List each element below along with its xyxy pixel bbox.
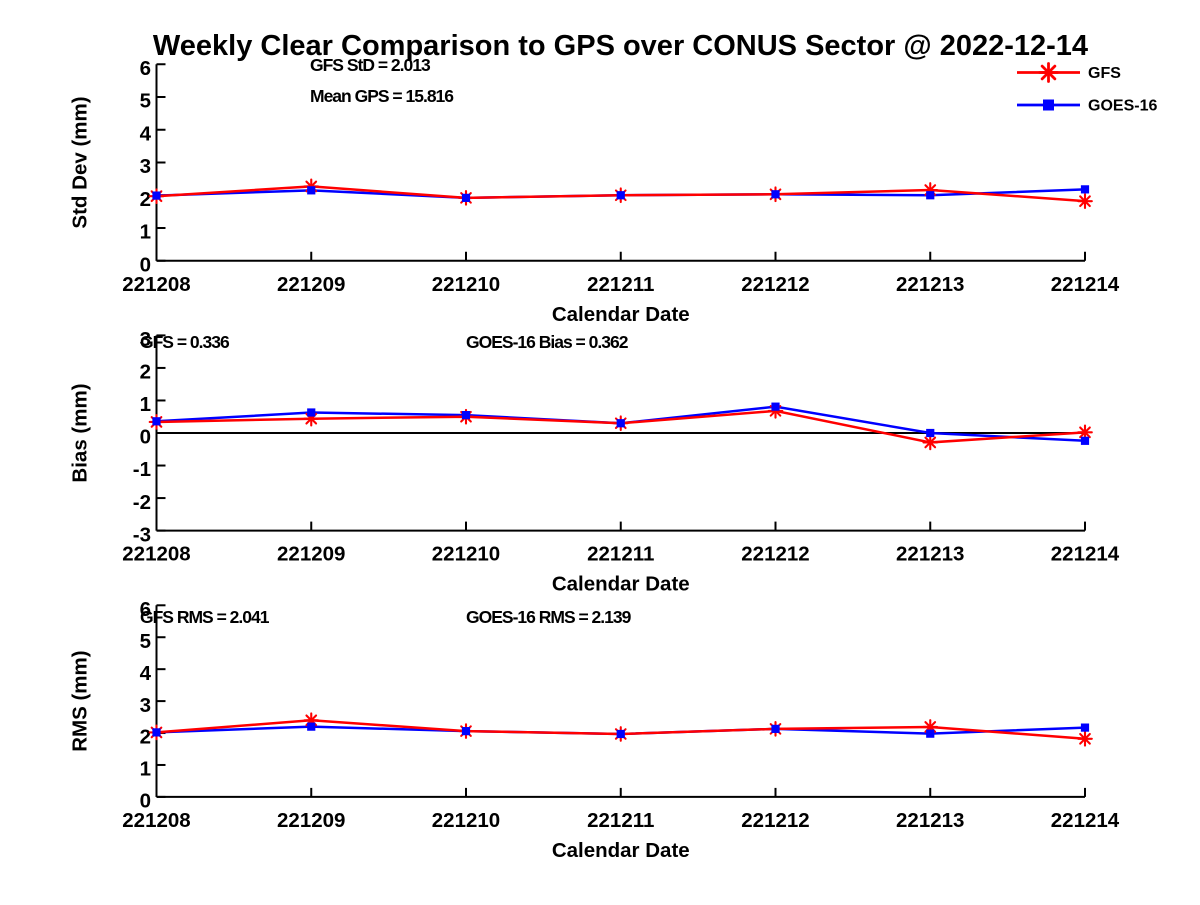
svg-text:221208: 221208	[122, 809, 190, 832]
svg-text:221210: 221210	[432, 273, 500, 296]
svg-text:221213: 221213	[896, 543, 964, 566]
svg-text:221211: 221211	[587, 543, 654, 566]
svg-text:221212: 221212	[741, 273, 809, 296]
svg-text:1: 1	[140, 758, 151, 781]
svg-text:3: 3	[140, 694, 151, 717]
svg-text:1: 1	[140, 221, 151, 244]
svg-text:5: 5	[140, 90, 151, 113]
svg-text:Bias (mm): Bias (mm)	[69, 383, 92, 482]
svg-text:221214: 221214	[1051, 543, 1120, 566]
svg-text:221213: 221213	[896, 273, 964, 296]
svg-text:Weekly Clear Comparison to GPS: Weekly Clear Comparison to GPS over CONU…	[153, 30, 1088, 62]
svg-text:221209: 221209	[277, 809, 345, 832]
svg-text:221208: 221208	[122, 273, 190, 296]
svg-text:221210: 221210	[432, 543, 500, 566]
svg-text:1: 1	[140, 393, 151, 416]
svg-text:2: 2	[140, 361, 151, 384]
svg-text:Calendar Date: Calendar Date	[552, 839, 690, 862]
svg-text:GFS: GFS	[1088, 65, 1121, 82]
svg-text:6: 6	[140, 57, 151, 80]
svg-text:Mean GPS = 15.816: Mean GPS = 15.816	[310, 86, 454, 106]
svg-text:Std Dev (mm): Std Dev (mm)	[69, 96, 92, 228]
svg-text:GOES-16 Bias = 0.362: GOES-16 Bias = 0.362	[466, 332, 629, 352]
svg-text:4: 4	[140, 662, 152, 685]
svg-text:5: 5	[140, 630, 151, 653]
svg-text:221209: 221209	[277, 273, 345, 296]
svg-text:0: 0	[140, 426, 151, 449]
svg-text:2: 2	[140, 188, 151, 211]
svg-text:-2: -2	[133, 491, 151, 514]
svg-text:221212: 221212	[741, 809, 809, 832]
svg-text:GFS = 0.336: GFS = 0.336	[140, 332, 230, 352]
svg-text:GFS RMS = 2.041: GFS RMS = 2.041	[140, 607, 270, 627]
svg-text:3: 3	[140, 155, 151, 178]
svg-text:GOES-16: GOES-16	[1088, 98, 1157, 115]
svg-text:221214: 221214	[1051, 273, 1120, 296]
svg-text:221211: 221211	[587, 809, 654, 832]
svg-text:GOES-16 RMS = 2.139: GOES-16 RMS = 2.139	[466, 607, 632, 627]
svg-text:221210: 221210	[432, 809, 500, 832]
svg-text:221213: 221213	[896, 809, 964, 832]
svg-text:4: 4	[140, 122, 152, 145]
svg-text:Calendar Date: Calendar Date	[552, 573, 690, 596]
svg-text:221214: 221214	[1051, 809, 1120, 832]
svg-text:GFS StD = 2.013: GFS StD = 2.013	[310, 55, 431, 75]
svg-text:2: 2	[140, 726, 151, 749]
svg-text:Calendar Date: Calendar Date	[552, 303, 690, 326]
svg-text:-1: -1	[133, 458, 151, 481]
svg-text:221208: 221208	[122, 543, 190, 566]
svg-text:221211: 221211	[587, 273, 654, 296]
svg-text:RMS (mm): RMS (mm)	[69, 650, 92, 751]
svg-text:221209: 221209	[277, 543, 345, 566]
svg-text:221212: 221212	[741, 543, 809, 566]
